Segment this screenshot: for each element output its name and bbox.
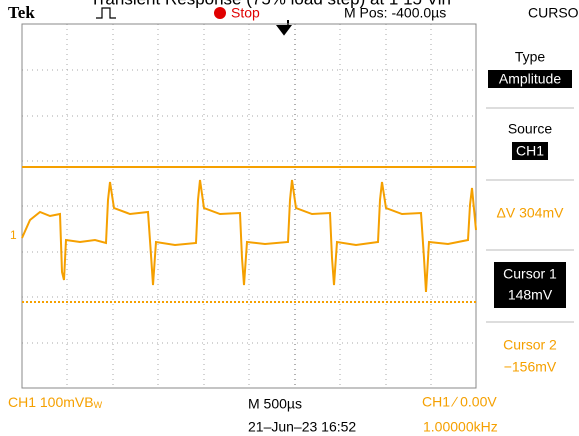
brand: Tek bbox=[8, 3, 35, 22]
menu-value: −156mV bbox=[504, 359, 557, 375]
bw-flag-sub: W bbox=[94, 400, 103, 410]
channel-scale: CH1 100mVBW bbox=[8, 394, 103, 411]
side-menu: Type Amplitude Source CH1 ΔV 304mV Curso… bbox=[486, 49, 574, 375]
menu-label: Type bbox=[515, 49, 546, 65]
menu-value: Amplitude bbox=[499, 71, 561, 87]
menu-label: Source bbox=[508, 121, 553, 137]
frequency: 1.00000kHz bbox=[423, 419, 498, 435]
menu-label: Cursor 1 bbox=[503, 266, 557, 282]
timebase: M 500µs bbox=[248, 396, 302, 412]
date: 21–Jun–23 16:52 bbox=[248, 419, 356, 435]
channel-scale-text: CH1 100mV bbox=[8, 394, 85, 410]
bw-flag: B bbox=[84, 394, 93, 410]
status-bar bbox=[0, 8, 579, 22]
menu-title: CURSOR bbox=[528, 5, 579, 21]
menu-value: CH1 bbox=[516, 143, 544, 159]
trigger-level: CH1 ∕ 0.00V bbox=[422, 394, 497, 410]
delta-readout: ΔV 304mV bbox=[497, 205, 565, 221]
cursor1-box bbox=[494, 262, 566, 308]
trigger-icon bbox=[96, 7, 116, 19]
caption: Transient Response (75% load step) at 1 … bbox=[90, 0, 451, 8]
channel-marker: 1 bbox=[10, 228, 17, 242]
position: M Pos: -400.0µs bbox=[344, 5, 446, 21]
menu-label: Cursor 2 bbox=[503, 337, 557, 353]
run-state: Stop bbox=[231, 5, 260, 21]
menu-value-box bbox=[512, 142, 548, 160]
menu-value: 148mV bbox=[508, 287, 553, 303]
graticule bbox=[22, 24, 476, 388]
trigger-pos bbox=[276, 20, 292, 36]
stop-dot bbox=[214, 7, 226, 19]
menu-value-box bbox=[488, 70, 572, 88]
screen-border bbox=[21, 23, 477, 389]
waveform bbox=[21, 179, 477, 293]
